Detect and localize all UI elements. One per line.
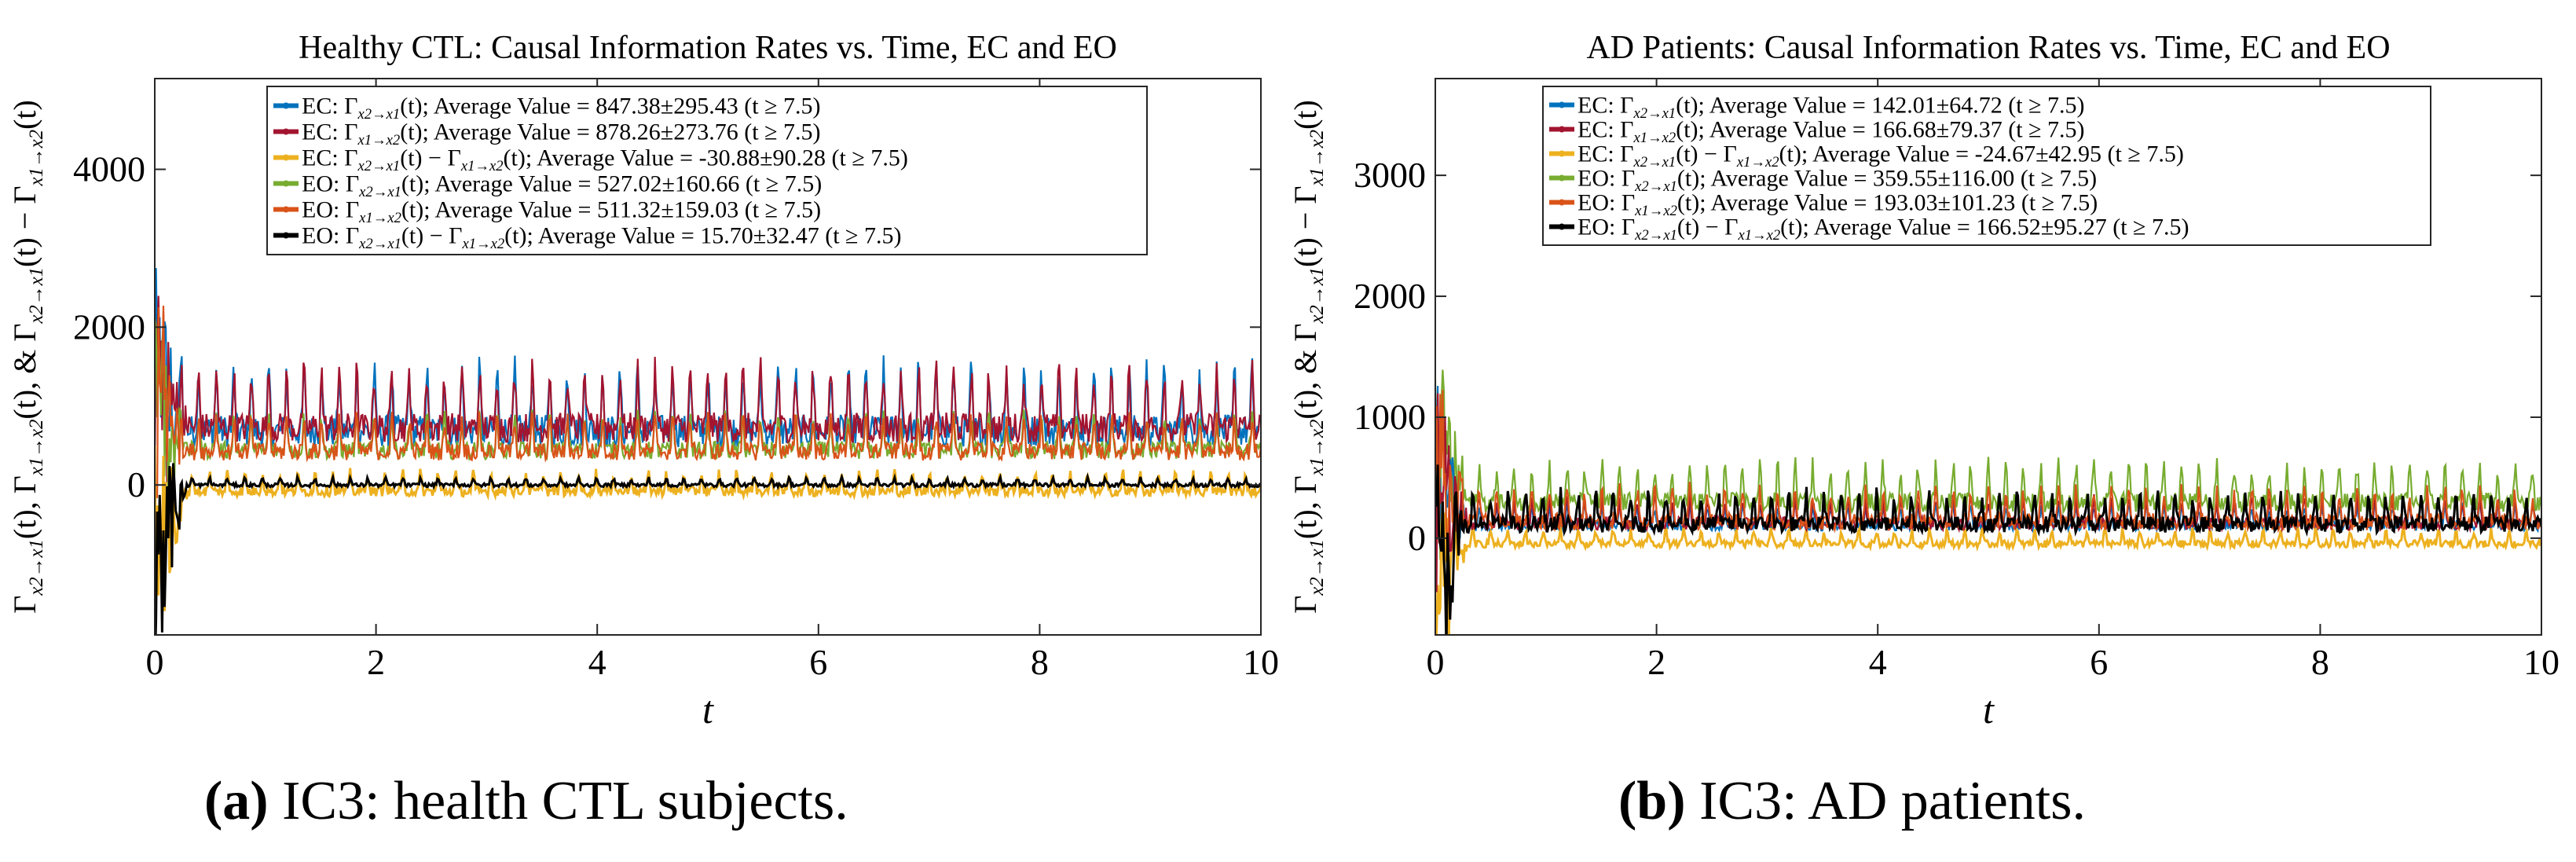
caption-a-text: IC3: health CTL subjects. (268, 771, 848, 831)
legend-marker (1559, 101, 1565, 108)
legend-label: EO: Γx2→x1(t); Average Value = 527.02±16… (302, 171, 822, 201)
legend-item-eo-diff: EO: Γx2→x1(t) − Γx1→x2(t); Average Value… (273, 223, 901, 253)
x-axis-label: t (1983, 688, 1995, 732)
legend-item-ec-diff: EC: Γx2→x1(t) − Γx1→x2(t); Average Value… (273, 145, 908, 175)
y-tick-label: 4000 (73, 149, 145, 189)
legend-marker (1559, 223, 1565, 230)
y-tick-label: 2000 (73, 306, 145, 347)
x-tick-label: 8 (1031, 642, 1049, 682)
series-line-eo-x2-to-x1 (1435, 369, 2541, 560)
series-line-ec-diff (155, 445, 1261, 611)
svg-text:Γx2→x1(t), Γx1→x2(t), & Γx2→x1: Γx2→x1(t), Γx1→x2(t), & Γx2→x1(t) − Γx1→… (1288, 100, 1328, 614)
x-tick-label: 2 (1647, 642, 1665, 682)
legend: EC: Γx2→x1(t); Average Value = 847.38±29… (266, 86, 1148, 255)
y-tick-label: 0 (1408, 518, 1426, 558)
y-axis-label: Γx2→x1(t), Γx1→x2(t), & Γx2→x1(t) − Γx1→… (1288, 100, 1328, 614)
caption-b-text: IC3: AD patients. (1685, 771, 2086, 831)
x-tick-label: 0 (146, 642, 164, 682)
series-line-ec-x1-to-x2 (155, 295, 1261, 483)
legend-marker (283, 102, 289, 109)
x-tick-label: 10 (2523, 642, 2560, 682)
legend-item-ec-diff: EC: Γx2→x1(t) − Γx1→x2(t); Average Value… (1549, 141, 2184, 171)
legend-label: EO: Γx2→x1(t); Average Value = 359.55±11… (1577, 166, 2097, 196)
legend-item-ec-x2-to-x1: EC: Γx2→x1(t); Average Value = 847.38±29… (273, 94, 821, 123)
chart-healthy-ctl: Healthy CTL: Causal Information Rates vs… (7, 30, 1279, 732)
legend-label: EC: Γx2→x1(t); Average Value = 847.38±29… (302, 94, 821, 123)
x-axis-label: t (702, 688, 714, 732)
legend-item-ec-x1-to-x2: EC: Γx1→x2(t); Average Value = 166.68±79… (1549, 117, 2085, 147)
series-line-eo-x1-to-x2 (1435, 390, 2541, 560)
y-tick-label: 2000 (1354, 276, 1426, 316)
chart-ad-patients: AD Patients: Causal Information Rates vs… (1288, 30, 2560, 732)
legend-item-ec-x1-to-x2: EC: Γx1→x2(t); Average Value = 878.26±27… (273, 119, 821, 149)
chart-title: Healthy CTL: Causal Information Rates vs… (299, 30, 1117, 66)
y-tick-label: 0 (127, 464, 145, 504)
legend-label: EO: Γx2→x1(t) − Γx1→x2(t); Average Value… (302, 223, 901, 253)
y-axis-label: Γx2→x1(t), Γx1→x2(t), & Γx2→x1(t) − Γx1→… (7, 100, 47, 614)
x-tick-label: 0 (1427, 642, 1445, 682)
caption-b: (b) IC3: AD patients. (1618, 766, 2086, 837)
legend-label: EC: Γx2→x1(t); Average Value = 142.01±64… (1577, 93, 2085, 123)
legend: EC: Γx2→x1(t); Average Value = 142.01±64… (1542, 86, 2431, 246)
legend-label: EC: Γx1→x2(t); Average Value = 166.68±79… (1577, 117, 2085, 147)
x-tick-label: 4 (1869, 642, 1887, 682)
legend-marker (283, 128, 289, 135)
legend-marker (1559, 199, 1565, 206)
legend-marker (1559, 150, 1565, 157)
caption-b-letter: (b) (1618, 771, 1686, 831)
legend-label: EO: Γx1→x2(t); Average Value = 511.32±15… (302, 197, 821, 227)
caption-a: (a) IC3: health CTL subjects. (204, 766, 848, 837)
legend-label: EO: Γx1→x2(t); Average Value = 193.03±10… (1577, 190, 2098, 220)
series-line-eo-diff (1435, 464, 2541, 635)
legend-label: EC: Γx2→x1(t) − Γx1→x2(t); Average Value… (302, 145, 908, 175)
svg-text:Γx2→x1(t), Γx1→x2(t), & Γx2→x1: Γx2→x1(t), Γx1→x2(t), & Γx2→x1(t) − Γx1→… (7, 100, 47, 614)
x-tick-label: 2 (367, 642, 385, 682)
y-tick-label: 3000 (1354, 155, 1426, 195)
legend-marker (283, 206, 289, 213)
series-line-ec-diff (1435, 501, 2541, 635)
legend-marker (1559, 174, 1565, 182)
x-tick-label: 8 (2311, 642, 2329, 682)
legend-item-eo-x1-to-x2: EO: Γx1→x2(t); Average Value = 511.32±15… (273, 197, 821, 227)
x-tick-label: 10 (1243, 642, 1279, 682)
legend-item-eo-diff: EO: Γx2→x1(t) − Γx1→x2(t); Average Value… (1549, 215, 2189, 244)
x-tick-label: 6 (809, 642, 827, 682)
series-line-eo-diff (155, 463, 1261, 635)
legend-label: EC: Γx2→x1(t) − Γx1→x2(t); Average Value… (1577, 141, 2184, 171)
caption-a-letter: (a) (204, 771, 269, 831)
legend-marker (283, 180, 289, 187)
axes-box (1435, 78, 2542, 636)
plot-area (155, 268, 1261, 635)
legend-marker (283, 232, 289, 239)
legend-item-eo-x2-to-x1: EO: Γx2→x1(t); Average Value = 359.55±11… (1549, 166, 2097, 196)
legend-label: EO: Γx2→x1(t) − Γx1→x2(t); Average Value… (1577, 215, 2189, 244)
axes-box (154, 78, 1262, 636)
legend-marker (283, 154, 289, 161)
legend-item-ec-x2-to-x1: EC: Γx2→x1(t); Average Value = 142.01±64… (1549, 93, 2085, 123)
plot-area (1435, 369, 2541, 635)
legend-item-eo-x1-to-x2: EO: Γx1→x2(t); Average Value = 193.03±10… (1549, 190, 2098, 220)
legend-item-eo-x2-to-x1: EO: Γx2→x1(t); Average Value = 527.02±16… (273, 171, 822, 201)
legend-label: EC: Γx1→x2(t); Average Value = 878.26±27… (302, 119, 821, 149)
legend-box (266, 86, 1148, 255)
legend-marker (1559, 126, 1565, 133)
x-tick-label: 4 (588, 642, 606, 682)
x-tick-label: 6 (2090, 642, 2108, 682)
y-tick-label: 1000 (1354, 397, 1426, 437)
series-line-eo-x1-to-x2 (155, 305, 1261, 515)
chart-title: AD Patients: Causal Information Rates vs… (1586, 30, 2390, 66)
legend-box (1542, 86, 2431, 246)
